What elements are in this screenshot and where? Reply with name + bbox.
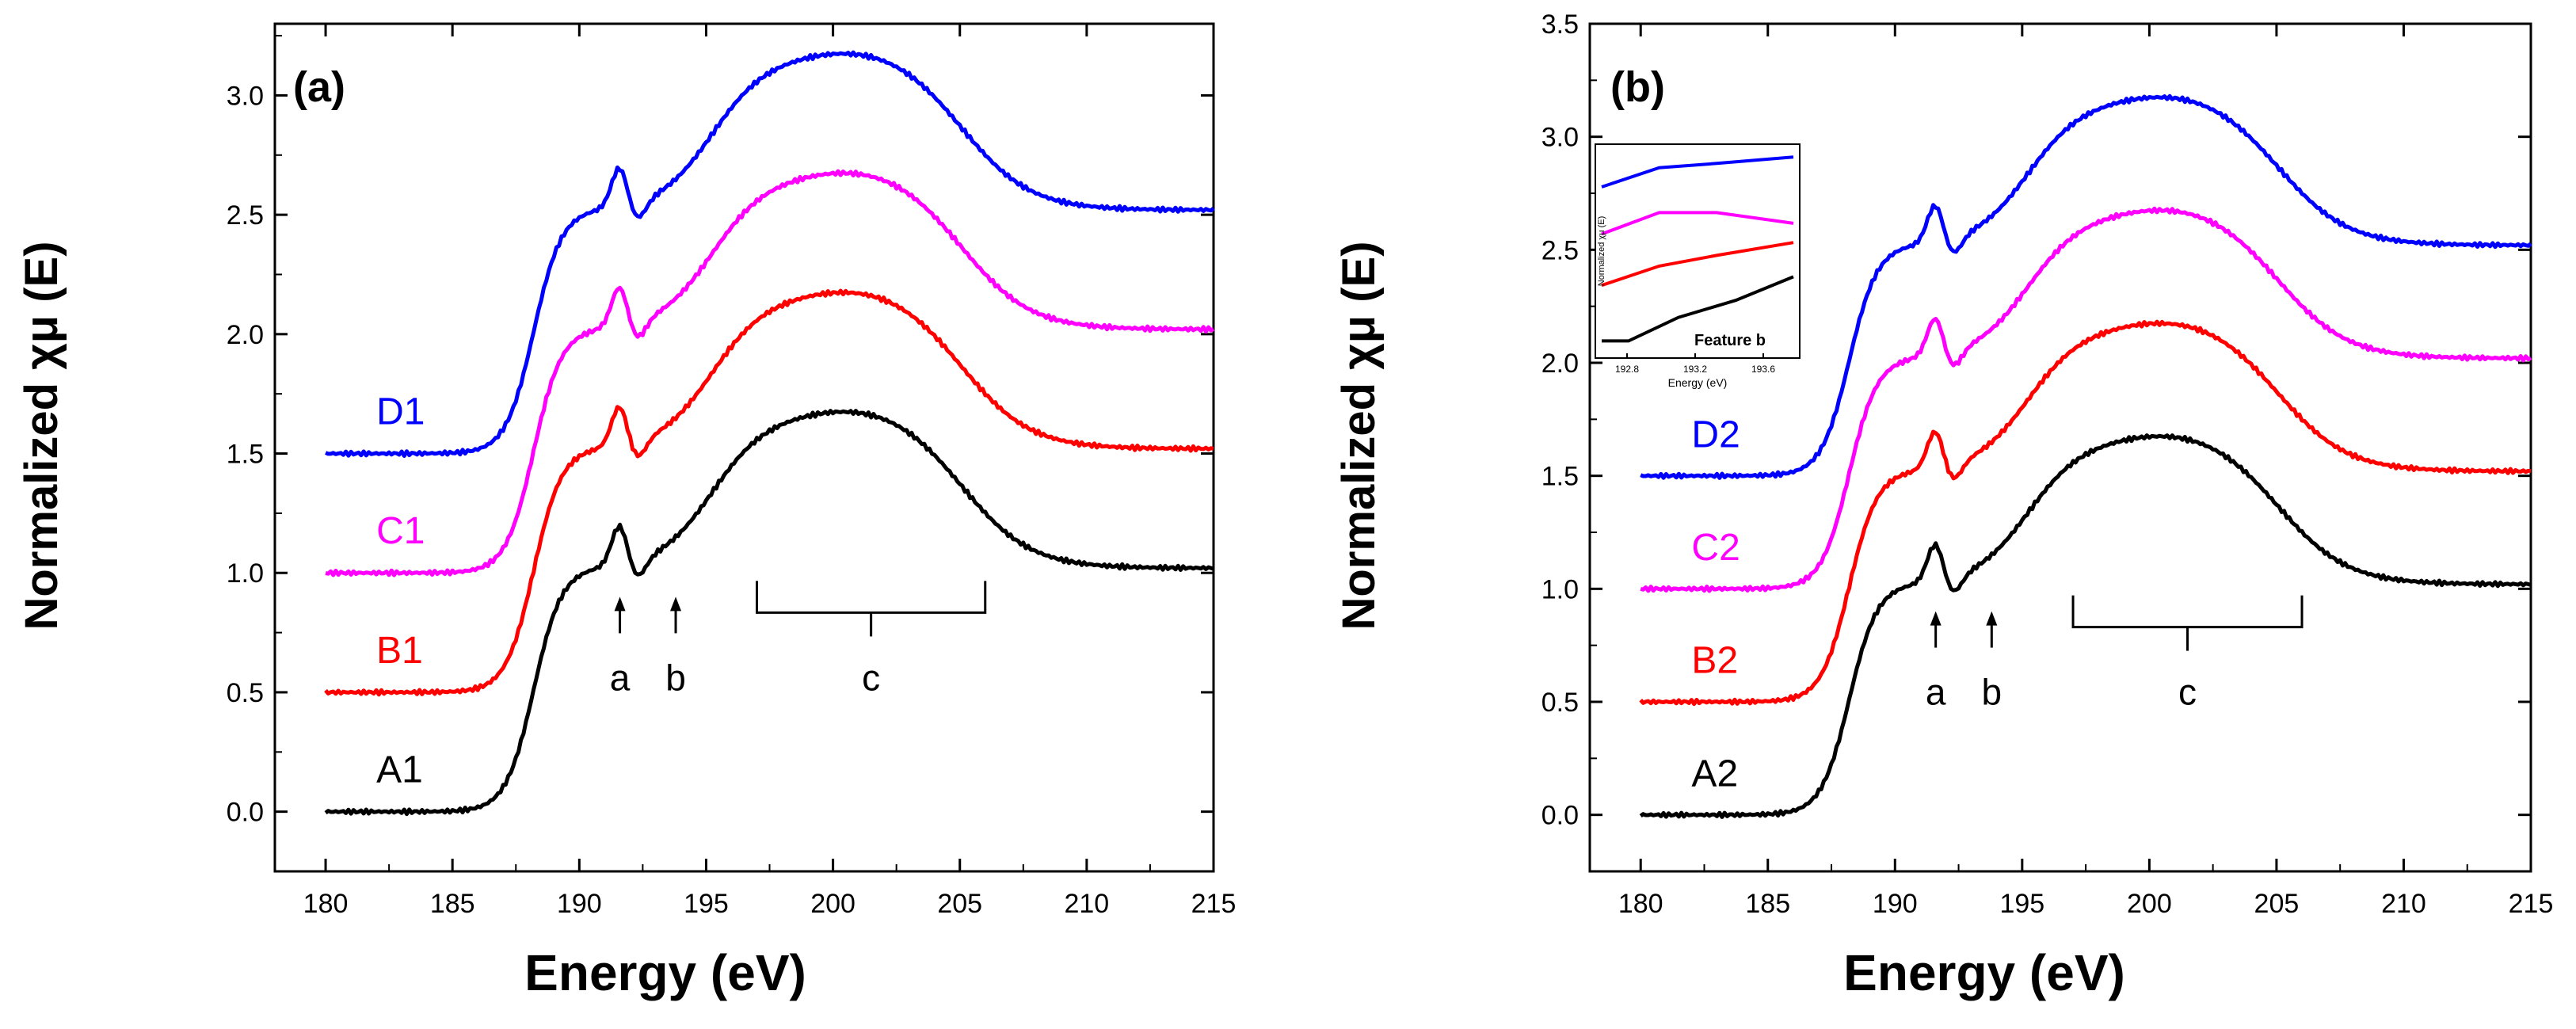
feature-bracket-c xyxy=(2071,595,2304,629)
x-tick-label-b: 210 xyxy=(2381,889,2426,919)
feature-label-a: a xyxy=(610,657,631,698)
y-tick-label-b: 2.5 xyxy=(1541,235,1579,265)
inset-title: Feature b xyxy=(1694,332,1766,349)
series-label-C1: C1 xyxy=(376,510,425,552)
y-axis-title-a: Normalized χμ (E) xyxy=(16,241,67,630)
series-label-D1: D1 xyxy=(376,391,425,433)
y-tick-label-b: 1.0 xyxy=(1541,574,1579,604)
x-axis-title-a: Energy (eV) xyxy=(524,944,806,1001)
y-tick-label-a: 1.0 xyxy=(227,558,264,589)
panel-a-label: (a) xyxy=(293,63,345,111)
series-line-D2 xyxy=(1640,93,2532,480)
y-tick-label-a: 3.0 xyxy=(227,81,264,111)
series-label-C2: C2 xyxy=(1691,527,1740,569)
series-line-B2 xyxy=(1639,319,2532,707)
panel-a: (a) Energy (eV) Normalized χμ (E) 180 185… xyxy=(16,22,1237,1001)
feature-arrowhead-a xyxy=(1930,611,1942,626)
x-tick-label-a: 190 xyxy=(557,889,602,919)
series-line-C1 xyxy=(325,169,1215,577)
y-tick-label-a: 0.0 xyxy=(227,798,264,828)
series-label-D2: D2 xyxy=(1691,414,1740,455)
y-tick-label-a: 0.5 xyxy=(227,678,264,708)
inset-x-axis-title: Energy (eV) xyxy=(1668,376,1728,389)
y-tick-label-b: 3.5 xyxy=(1541,10,1579,40)
x-tick-label-a: 215 xyxy=(1191,889,1237,919)
panel-b-label: (b) xyxy=(1610,63,1665,111)
feature-arrowhead-b xyxy=(1986,611,1998,626)
x-tick-label-b: 180 xyxy=(1618,889,1663,919)
y-tick-label-b: 2.0 xyxy=(1541,349,1579,379)
x-tick-label-b: 190 xyxy=(1873,889,1918,919)
series-line-A2 xyxy=(1639,433,2532,819)
plot-frame-b xyxy=(1588,22,2532,873)
x-tick-label-b: 195 xyxy=(1999,889,2044,919)
y-tick-label-b: 0.0 xyxy=(1541,801,1579,831)
x-tick-label-a: 180 xyxy=(303,889,349,919)
plot-frame-a xyxy=(273,22,1215,873)
inset-frame xyxy=(1595,143,1801,359)
y-tick-label-a: 2.5 xyxy=(227,200,264,231)
feature-label-b: b xyxy=(665,657,686,698)
x-tick-label-a: 195 xyxy=(684,889,729,919)
y-tick-label-b: 1.5 xyxy=(1541,462,1579,492)
series-line-D1 xyxy=(325,50,1215,458)
x-tick-label-a: 210 xyxy=(1064,889,1109,919)
inset-x-tick-label: 193.2 xyxy=(1683,364,1707,375)
x-tick-label-b: 205 xyxy=(2254,889,2300,919)
x-tick-label-b: 215 xyxy=(2509,889,2554,919)
feature-label-c: c xyxy=(862,657,880,698)
series-line-C2 xyxy=(1640,206,2532,593)
inset-x-tick-label: 192.8 xyxy=(1615,364,1639,375)
y-axis-title-b: Normalized χμ (E) xyxy=(1333,241,1385,630)
feature-label-a: a xyxy=(1926,672,1946,713)
y-tick-label-b: 3.0 xyxy=(1541,123,1579,153)
feature-arrowhead-a xyxy=(614,596,626,612)
x-tick-label-b: 185 xyxy=(1745,889,1790,919)
feature-label-b: b xyxy=(1982,672,2002,713)
y-tick-label-a: 1.5 xyxy=(227,440,264,470)
inset-series-line xyxy=(1602,275,1794,343)
y-tick-label-b: 0.5 xyxy=(1541,688,1579,718)
inset-x-tick-label: 193.6 xyxy=(1751,364,1775,375)
series-label-A2: A2 xyxy=(1691,753,1738,795)
x-tick-label-a: 205 xyxy=(937,889,982,919)
x-tick-label-a: 200 xyxy=(810,889,855,919)
x-axis-title-b: Energy (eV) xyxy=(1843,944,2125,1001)
series-label-A1: A1 xyxy=(376,749,423,791)
series-line-B1 xyxy=(324,288,1214,697)
series-line-A1 xyxy=(324,409,1214,817)
inset-chart: 192.8 193.2 193.6 Feature b Energy (eV) Norma… xyxy=(1595,143,1801,389)
series-label-B1: B1 xyxy=(376,630,423,672)
feature-label-c: c xyxy=(2178,672,2197,713)
x-tick-label-b: 200 xyxy=(2127,889,2172,919)
inset-series-line xyxy=(1601,241,1794,288)
feature-bracket-c xyxy=(756,581,987,614)
inset-series-line xyxy=(1601,155,1794,189)
y-tick-label-a: 2.0 xyxy=(227,320,264,350)
x-tick-label-a: 185 xyxy=(430,889,475,919)
panel-b: (b) Energy (eV) Normalized χμ (E) 180 185… xyxy=(1333,10,2553,1001)
series-label-B2: B2 xyxy=(1691,640,1738,682)
feature-arrowhead-b xyxy=(670,596,682,612)
inset-y-axis-title: Normalized χμ (E) xyxy=(1597,216,1606,287)
inset-series-line xyxy=(1601,211,1794,236)
